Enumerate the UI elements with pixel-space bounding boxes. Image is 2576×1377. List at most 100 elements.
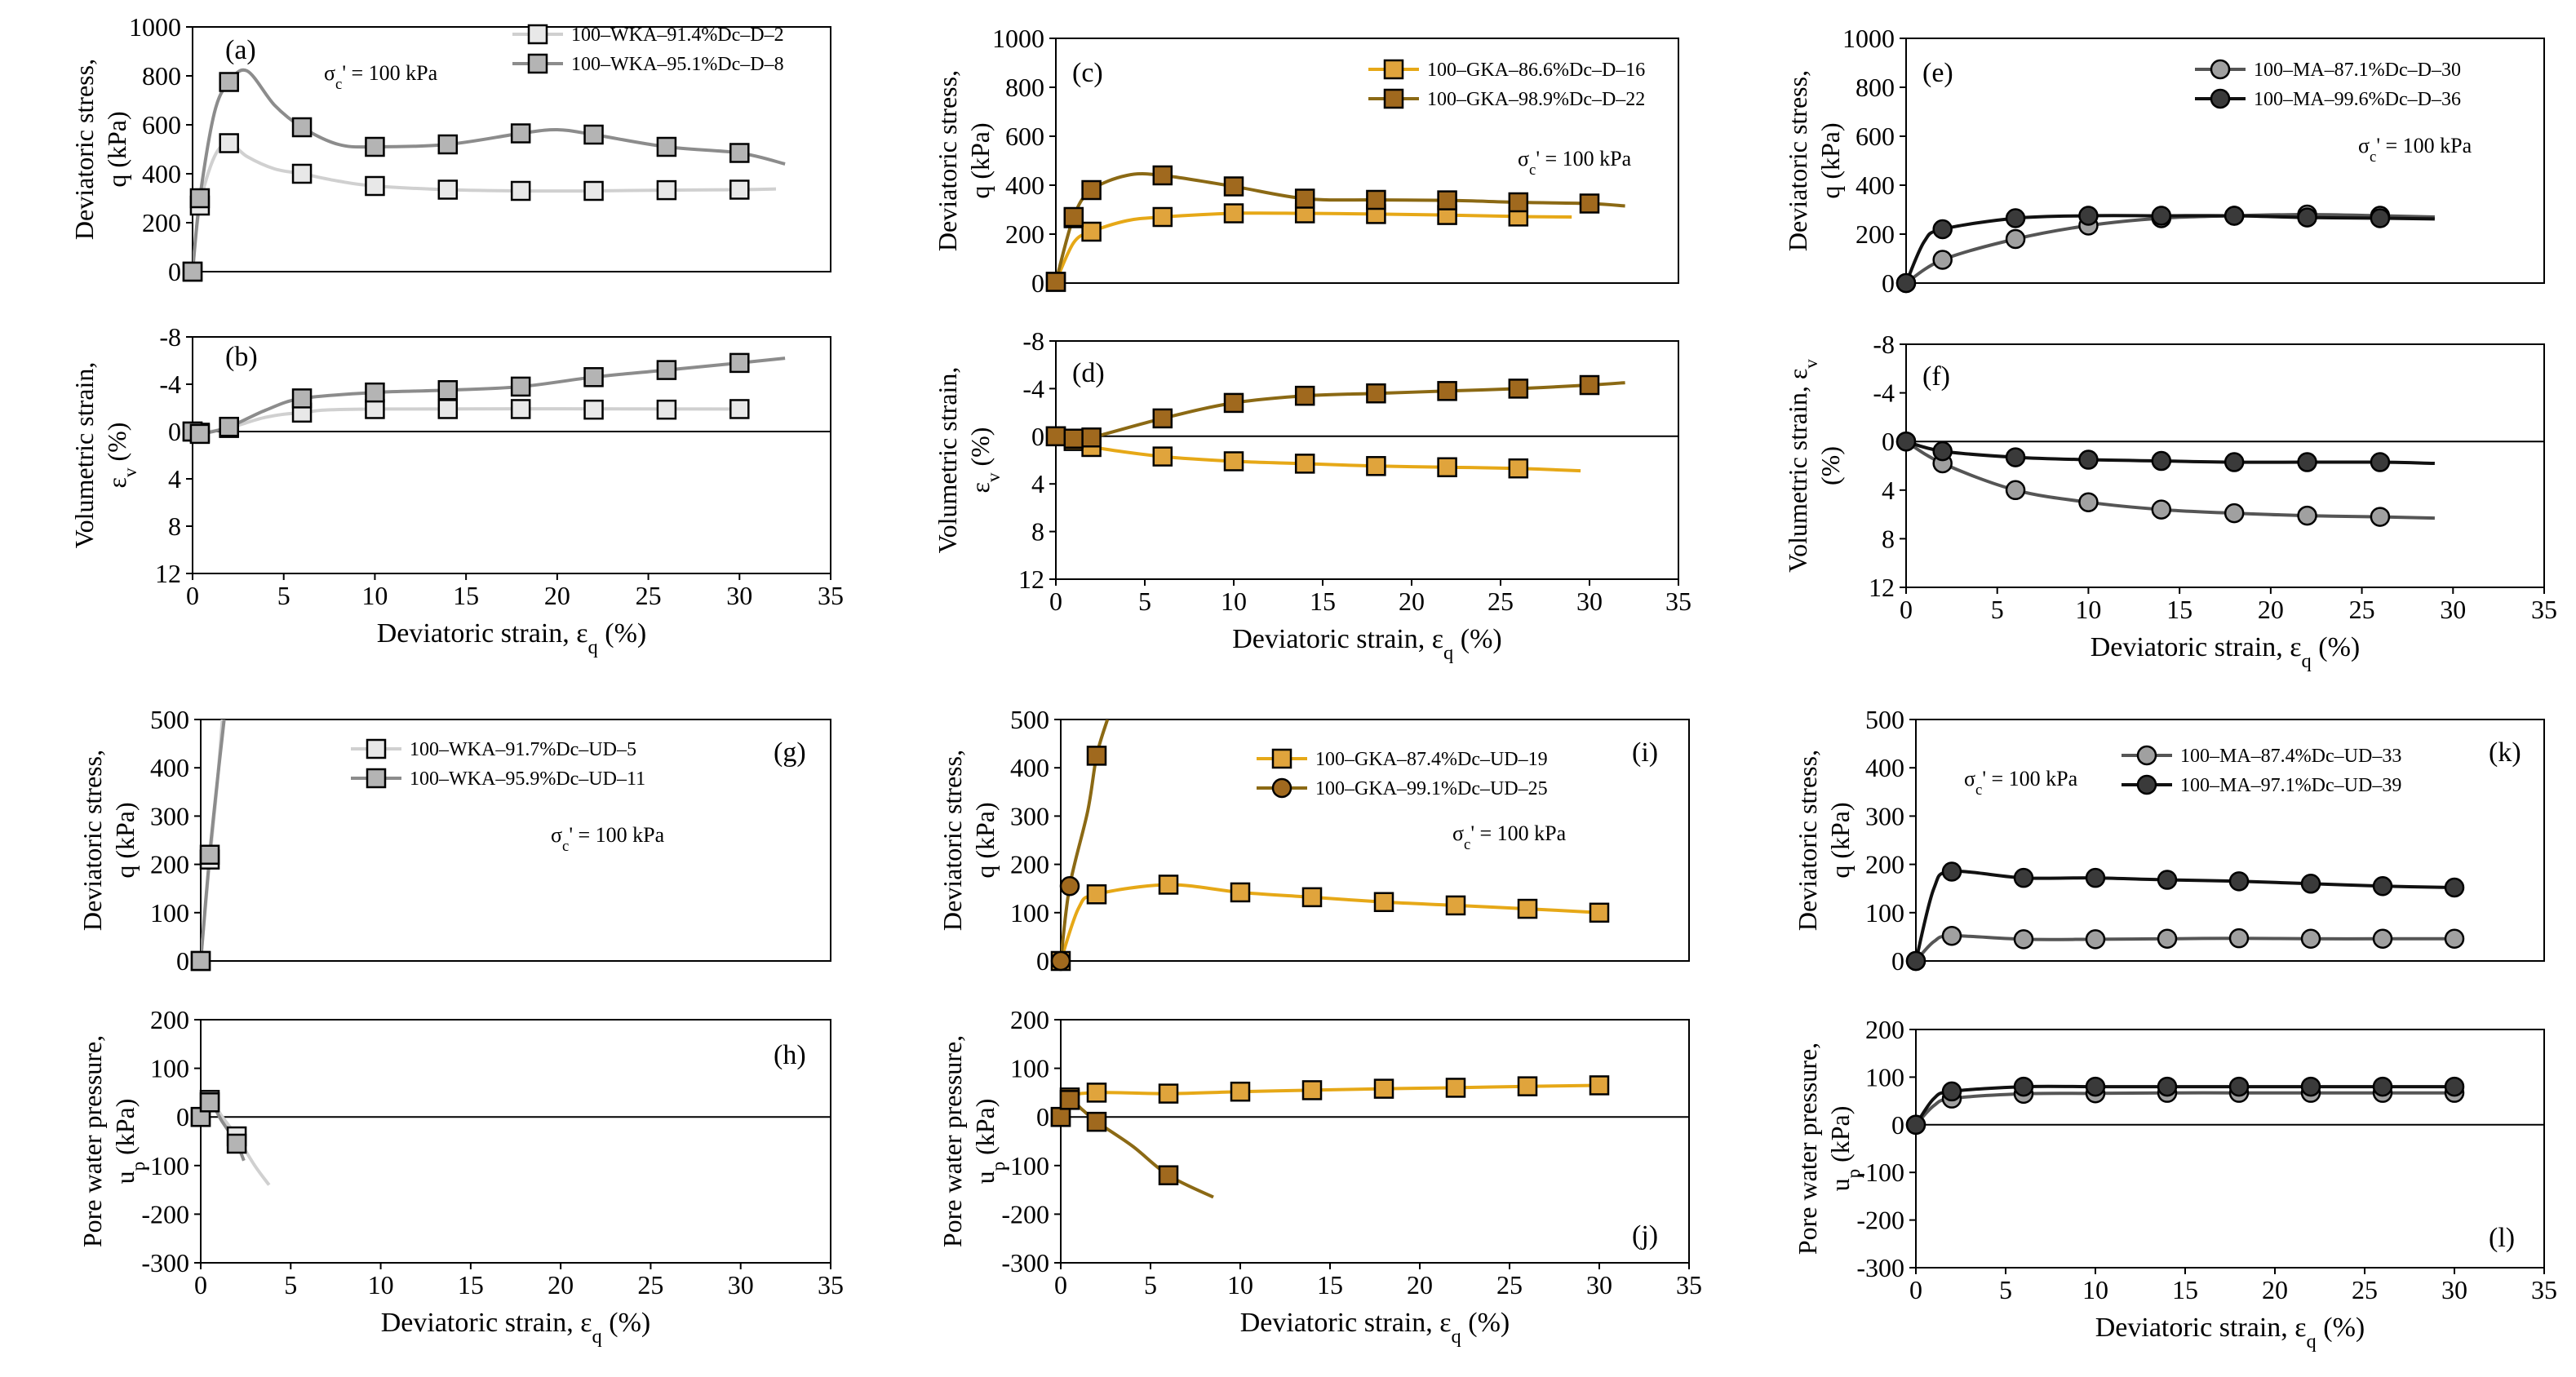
legend-marker — [527, 53, 548, 74]
data-point-series-2 — [1905, 1114, 1926, 1136]
data-point-series-2 — [2013, 1076, 2034, 1097]
data-point-series-2 — [583, 367, 604, 387]
data-point-series-2 — [1366, 189, 1386, 210]
legend-label: 100–GKA–99.1%Dc–UD–25 — [1315, 778, 1548, 799]
data-point-series-1 — [1152, 446, 1173, 467]
y-axis-title: Deviatoric stress, q (kPa) — [69, 59, 131, 240]
y-tick-label: 0 — [1882, 427, 1895, 456]
data-point-series-2 — [2013, 867, 2034, 888]
legend-marker — [1383, 88, 1404, 109]
data-point-series-1 — [1589, 902, 1610, 923]
y-tick-label: 8 — [1882, 524, 1895, 553]
data-point-series-2 — [1508, 192, 1529, 213]
data-point-series-2 — [1905, 950, 1926, 972]
y-tick-label: 200 — [150, 850, 189, 879]
y-tick-label: 1000 — [129, 12, 181, 42]
x-tick-label: 25 — [1488, 587, 1514, 616]
series-line-1 — [193, 141, 777, 272]
x-tick-label: 5 — [284, 1270, 297, 1300]
data-point-series-2 — [199, 844, 220, 866]
y-tick-label: -100 — [1856, 1158, 1904, 1187]
plot-frame — [1915, 719, 2545, 962]
data-point-series-2 — [1059, 1090, 1080, 1110]
y-axis-title: Pore water pressure, up (kPa) — [78, 1035, 149, 1247]
y-axis-title-line: Pore water pressure, — [1793, 1043, 1822, 1255]
y-axis-title-line: q (kPa) — [110, 802, 140, 878]
data-point-series-2 — [189, 423, 211, 445]
chart-panel-k: 0 100 200 300 400 500 Deviatoric stress, q (kPa… — [1793, 705, 2545, 976]
plot-area — [1056, 172, 1625, 283]
data-point-series-2 — [583, 124, 604, 145]
y-tick-label: 200 — [142, 208, 181, 237]
series-line-2 — [201, 719, 226, 961]
data-point-series-1 — [583, 399, 604, 420]
data-point-series-1 — [1230, 882, 1251, 903]
legend-label: 100–GKA–98.9%Dc–D–22 — [1427, 89, 1645, 110]
series-line-2 — [1916, 870, 2455, 961]
data-point-series-2 — [2157, 1076, 2178, 1097]
series-line-2 — [1056, 381, 1625, 441]
legend-label: 100–MA–87.1%Dc–D–30 — [2254, 60, 2461, 81]
y-axis-title: Volumetric strain, εv (%) — [69, 362, 140, 549]
series-line-2 — [1056, 172, 1625, 283]
y-axis-title-line: Pore water pressure, — [78, 1035, 107, 1247]
data-point-series-1 — [365, 175, 385, 197]
x-tick-label: 5 — [1138, 587, 1151, 616]
data-point-series-1 — [510, 399, 531, 419]
y-axis-title: Pore water pressure, up (kPa) — [938, 1035, 1009, 1247]
data-point-series-1 — [2300, 928, 2321, 950]
x-tick-label: 35 — [2531, 595, 2557, 624]
data-point-series-1 — [656, 179, 677, 201]
data-point-series-1 — [510, 180, 531, 201]
y-tick-label: 200 — [1865, 1015, 1904, 1044]
y-tick-label: 500 — [1010, 705, 1049, 734]
y-tick-label: -8 — [159, 322, 181, 352]
data-point-series-2 — [2228, 1076, 2250, 1097]
plot-frame — [1055, 38, 1679, 284]
confining-stress-annotation: σc' = 100 kPa — [324, 61, 438, 93]
y-tick-label: 400 — [142, 159, 181, 188]
legend-marker — [1383, 59, 1404, 80]
data-point-series-1 — [1152, 206, 1173, 228]
x-tick-label: 25 — [1496, 1270, 1523, 1300]
x-axis-title: Deviatoric strain, εq (%) — [2091, 632, 2361, 672]
series-line-1 — [1916, 1091, 2454, 1127]
y-tick-label: 0 — [1036, 1102, 1049, 1131]
data-point-series-2 — [1081, 179, 1102, 201]
y-tick-label: -300 — [1001, 1248, 1049, 1277]
data-point-series-2 — [2297, 207, 2317, 228]
data-point-series-2 — [199, 1092, 220, 1113]
legend: 100–GKA–87.4%Dc–UD–19 100–GKA–99.1%Dc–UD–… — [1257, 748, 1548, 799]
data-point-series-1 — [2370, 507, 2391, 527]
plot-area — [1056, 381, 1625, 473]
data-point-series-2 — [219, 72, 239, 92]
legend-marker — [366, 768, 387, 789]
panel-label: (a) — [225, 35, 256, 65]
y-axis-title-line: Volumetric strain, — [69, 362, 99, 549]
data-point-series-1 — [1294, 454, 1315, 474]
legend-label: 100–WKA–95.9%Dc–UD–11 — [410, 768, 645, 790]
data-point-series-2 — [2370, 452, 2391, 472]
x-tick-label: 15 — [458, 1270, 484, 1300]
data-point-series-1 — [1373, 1078, 1394, 1099]
series-line-1 — [1906, 212, 2435, 283]
data-point-series-2 — [182, 261, 203, 282]
x-tick-label: 25 — [636, 581, 662, 610]
y-tick-label: 100 — [1010, 898, 1049, 928]
data-point-series-2 — [1086, 746, 1107, 766]
legend-label: 100–MA–87.4%Dc–UD–33 — [2180, 746, 2401, 767]
data-point-series-2 — [1941, 861, 1962, 882]
x-tick-label: 25 — [2352, 1275, 2378, 1304]
series-line-2 — [1906, 214, 2435, 283]
panel-label: (k) — [2489, 737, 2521, 768]
data-point-series-1 — [437, 179, 459, 200]
data-point-series-2 — [2300, 874, 2321, 894]
chart-panel-a: 0 200 400 600 800 1000 Deviatoric stress, q (kP… — [69, 12, 831, 286]
panel-label: (d) — [1072, 358, 1105, 388]
y-axis-title-line: Deviatoric stress, — [938, 750, 967, 931]
plot-frame — [200, 719, 831, 962]
legend: 100–WKA–91.7%Dc–UD–5 100–WKA–95.9%Dc–UD–1… — [351, 738, 645, 790]
